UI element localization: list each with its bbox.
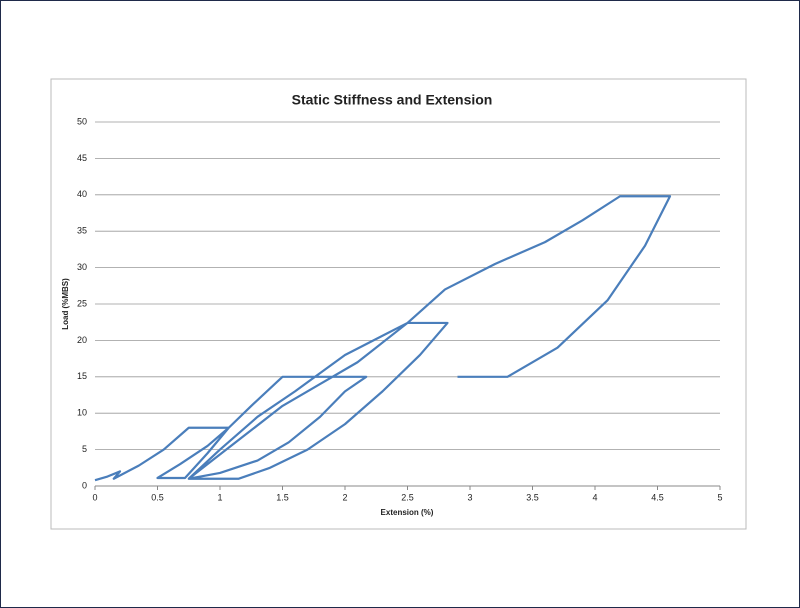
x-tick-label: 1 bbox=[217, 492, 222, 502]
y-tick-label: 35 bbox=[77, 226, 87, 236]
y-tick-label: 10 bbox=[77, 408, 87, 418]
y-tick-label: 15 bbox=[77, 371, 87, 381]
x-tick-label: 5 bbox=[717, 492, 722, 502]
x-axis-title: Extension (%) bbox=[381, 508, 434, 517]
y-tick-label: 20 bbox=[77, 335, 87, 345]
x-tick-label: 3 bbox=[467, 492, 472, 502]
y-tick-label: 5 bbox=[82, 444, 87, 454]
y-tick-label: 50 bbox=[77, 116, 87, 126]
data-line bbox=[94, 195, 672, 482]
x-tick-label: 2 bbox=[342, 492, 347, 502]
x-tick-label: 1.5 bbox=[276, 492, 289, 502]
y-axis-title: Load (%MBS) bbox=[61, 278, 70, 330]
y-tick-label: 0 bbox=[82, 480, 87, 490]
x-tick-label: 4.5 bbox=[651, 492, 664, 502]
y-tick-label: 45 bbox=[77, 153, 87, 163]
y-tick-label: 25 bbox=[77, 298, 87, 308]
x-tick-label: 3.5 bbox=[526, 492, 539, 502]
y-tick-label: 40 bbox=[77, 189, 87, 199]
x-tick-label: 2.5 bbox=[401, 492, 414, 502]
x-tick-label: 4 bbox=[592, 492, 597, 502]
y-tick-label: 30 bbox=[77, 262, 87, 272]
x-tick-label: 0.5 bbox=[151, 492, 164, 502]
chart-title: Static Stiffness and Extension bbox=[292, 92, 493, 108]
x-tick-label: 0 bbox=[92, 492, 97, 502]
